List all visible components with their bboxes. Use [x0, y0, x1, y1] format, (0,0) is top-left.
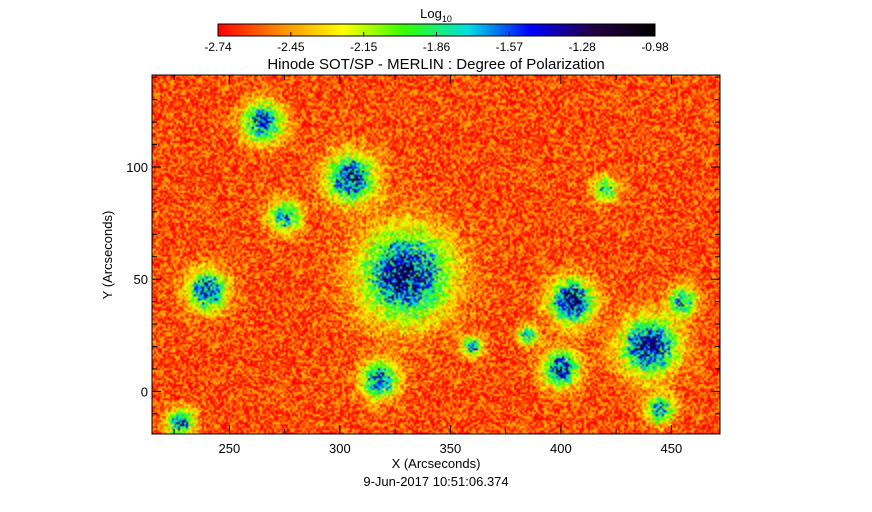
colorbar-label: Log10	[420, 6, 452, 24]
y-tick-label: 0	[141, 384, 148, 399]
x-tick-label: 350	[440, 441, 462, 456]
x-tick-label: 400	[550, 441, 572, 456]
chart-title: Hinode SOT/SP - MERLIN : Degree of Polar…	[267, 56, 604, 73]
axis-ticks: 250 300 350 400 450 0 50 100	[126, 75, 720, 456]
colorbar-tick-label: -2.45	[277, 40, 305, 54]
timestamp: 9-Jun-2017 10:51:06.374	[363, 474, 508, 489]
colorbar-tick-label: -2.74	[204, 40, 232, 54]
colorbar-tick-label: -2.15	[350, 40, 378, 54]
polarization-heatmap	[152, 75, 720, 434]
colorbar: Log10 -2.74 -2.45 -2.15 -1.86 -1.57 -1.28 -0.9…	[204, 6, 669, 54]
x-tick-label: 450	[661, 441, 683, 456]
colorbar-tick-label: -1.28	[568, 40, 596, 54]
x-axis-label: X (Arcseconds)	[392, 456, 481, 471]
plot-frame	[151, 74, 721, 435]
colorbar-tick-label: -1.86	[423, 40, 451, 54]
colorbar-tick-label: -0.98	[641, 40, 669, 54]
y-tick-label: 100	[126, 160, 148, 175]
colorbar-tick-label: -1.57	[496, 40, 524, 54]
y-tick-label: 50	[134, 272, 148, 287]
y-axis-label: Y (Arcseconds)	[100, 211, 115, 300]
x-tick-label: 300	[329, 441, 351, 456]
x-tick-label: 250	[219, 441, 241, 456]
plot-area: 250 300 350 400 450 0 50 100	[126, 74, 721, 456]
colorbar-ticks: -2.74 -2.45 -2.15 -1.86 -1.57 -1.28 -0.98	[204, 32, 669, 54]
